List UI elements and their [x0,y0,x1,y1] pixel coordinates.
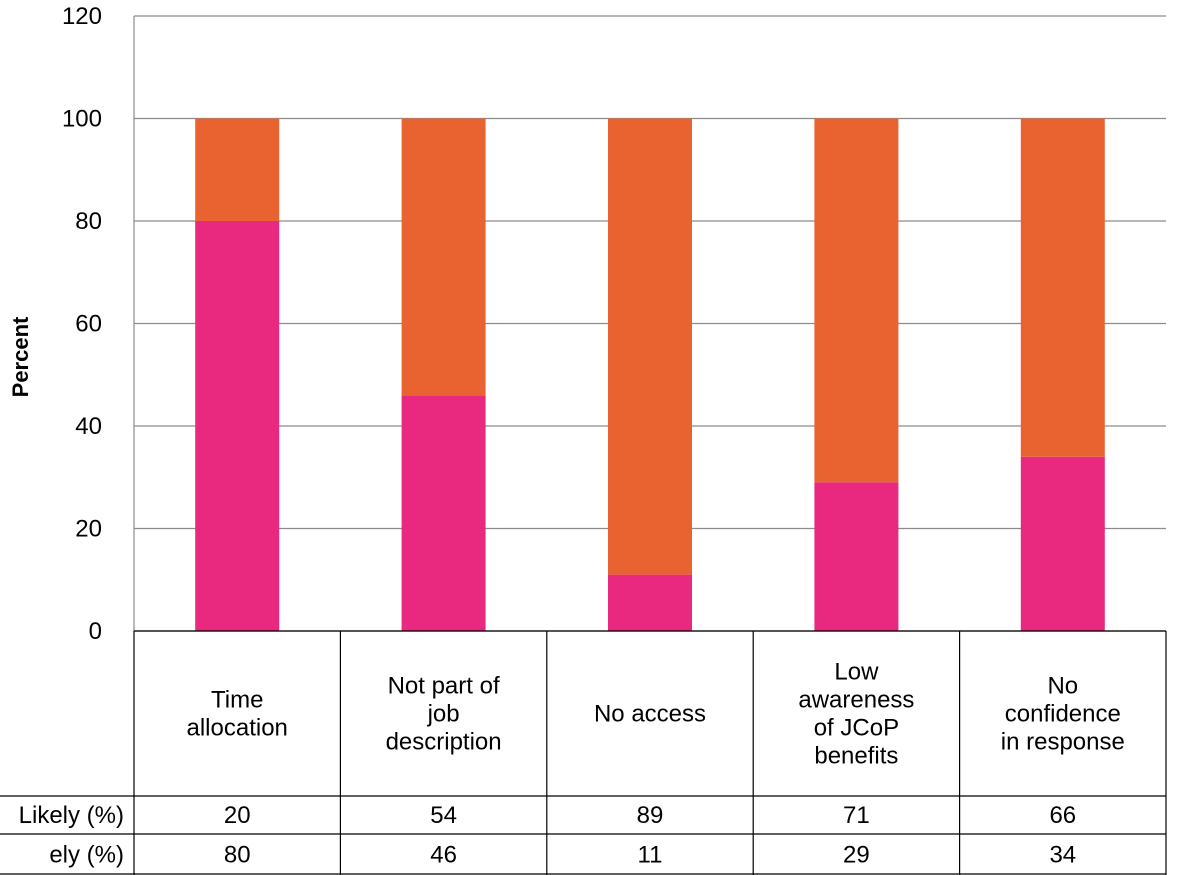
table-cell-value: 29 [843,842,870,869]
y-tick-label: 40 [75,413,102,440]
table-cell-value: 20 [224,802,251,829]
y-tick-label: 100 [62,106,102,133]
bar-segment-likely [1020,456,1105,631]
table-cell-value: 80 [224,842,251,869]
table-cell-value: 11 [638,842,663,869]
table-row-label: ely (%) [49,842,124,869]
x-category-label: No confidence in response [1001,673,1125,756]
x-category-label: Low awareness of JCoP benefits [798,659,914,770]
x-category-label: Not part of job description [386,673,502,756]
table-cell-value: 46 [430,842,457,869]
bar-segment-not-likely [608,118,692,575]
bar-segment-likely [814,482,899,631]
bar-segment-not-likely [195,118,280,221]
y-tick-label: 0 [89,618,102,645]
table-cell-value: 54 [430,802,457,829]
bar-segment-likely [608,574,692,631]
y-tick-label: 120 [62,3,102,30]
y-axis: 0 20 40 60 80 100 120 [62,3,135,645]
bar-segment-likely [401,395,486,631]
y-tick-label: 80 [75,208,102,235]
table-cell-value: 34 [1049,842,1076,869]
bar-segment-likely [195,221,280,631]
x-category-label: No access [594,701,706,728]
data-table: Time allocation Not part of job description N… [0,630,1167,875]
table-cell-value: 71 [843,802,870,829]
table-cell-value: 66 [1049,802,1076,829]
y-axis-label: Percent [8,316,33,397]
bar-series [195,118,1105,631]
x-category-label: Time allocation [186,687,287,742]
bar-segment-not-likely [814,118,899,483]
bar-segment-not-likely [1020,118,1105,457]
table-cell-value: 89 [637,802,664,829]
y-tick-label: 20 [75,516,102,543]
table-row-label: Likely (%) [19,802,124,829]
y-tick-label: 60 [75,311,102,338]
bar-segment-not-likely [401,118,486,396]
